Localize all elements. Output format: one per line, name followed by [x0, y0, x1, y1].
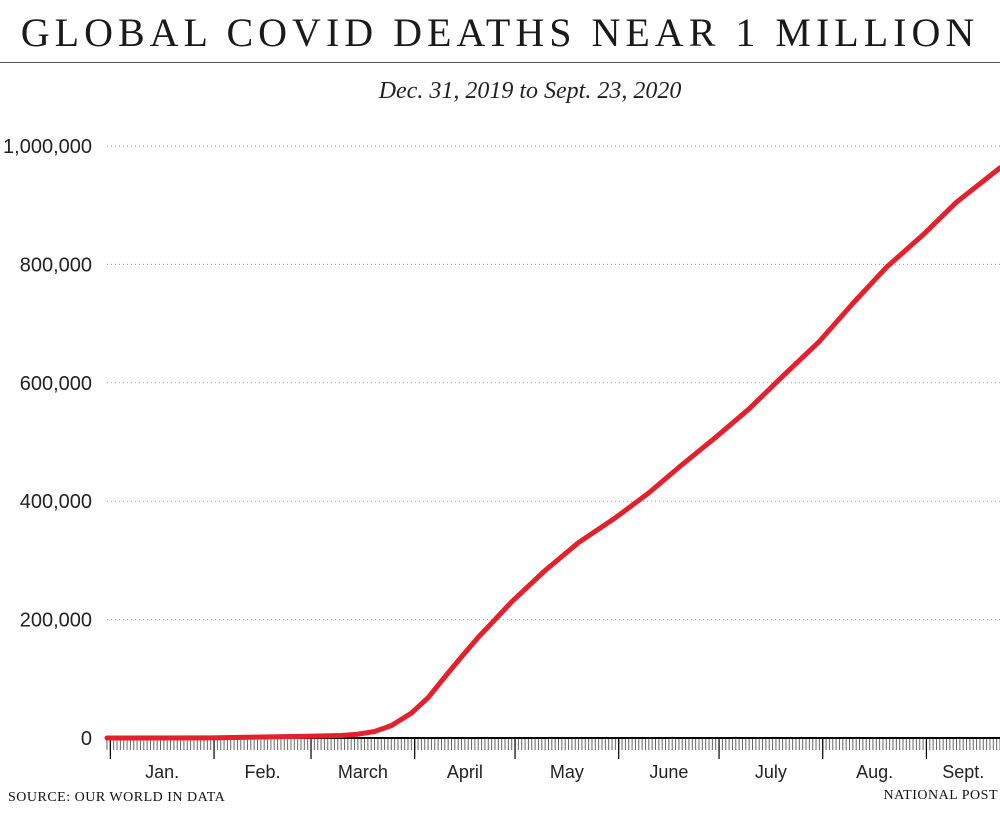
- x-tick-label: June: [649, 762, 688, 782]
- chart-title: GLOBAL COVID DEATHS NEAR 1 MILLION: [20, 10, 980, 55]
- x-tick-label: Sept.: [942, 762, 984, 782]
- chart-subtitle: Dec. 31, 2019 to Sept. 23, 2020: [378, 78, 682, 104]
- source-note: SOURCE: OUR WORLD IN DATA: [8, 790, 226, 805]
- y-tick-label: 800,000: [20, 254, 92, 276]
- y-tick-label: 1,000,000: [3, 136, 92, 158]
- y-tick-label: 200,000: [20, 610, 92, 632]
- y-tick-label: 0: [81, 728, 92, 750]
- series-line: [104, 165, 1000, 741]
- x-tick-label: March: [338, 762, 388, 782]
- publisher-credit: NATIONAL POST: [883, 788, 998, 803]
- x-tick-label: Feb.: [245, 762, 281, 782]
- x-tick-label: July: [755, 762, 787, 782]
- y-tick-label: 400,000: [20, 491, 92, 513]
- x-tick-label: May: [550, 762, 584, 782]
- x-tick-label: Jan.: [145, 762, 179, 782]
- x-tick-label: Aug.: [856, 762, 893, 782]
- y-tick-label: 600,000: [20, 373, 92, 395]
- title-divider: [0, 62, 1000, 63]
- x-tick-label: April: [447, 762, 483, 782]
